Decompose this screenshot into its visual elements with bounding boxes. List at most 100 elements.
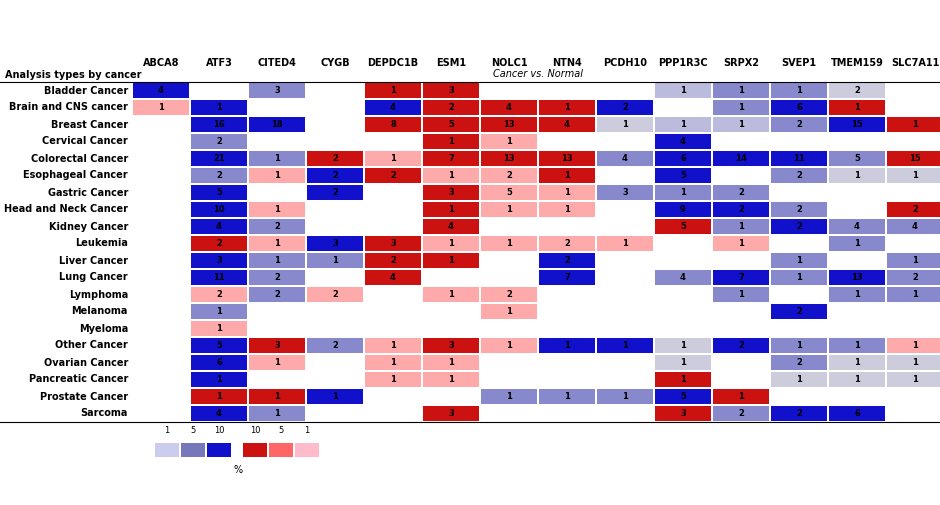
- Text: 5: 5: [216, 188, 222, 197]
- Bar: [423, 168, 479, 183]
- Text: 7: 7: [564, 273, 570, 282]
- Text: 1: 1: [738, 239, 744, 248]
- Text: 4: 4: [448, 222, 454, 231]
- Bar: [713, 236, 769, 251]
- Bar: [307, 253, 363, 268]
- Text: ATF3: ATF3: [206, 58, 232, 68]
- Text: 2: 2: [274, 290, 280, 299]
- Text: Kidney Cancer: Kidney Cancer: [49, 222, 128, 231]
- Text: CITED4: CITED4: [258, 58, 296, 68]
- Bar: [307, 287, 363, 302]
- Bar: [481, 100, 537, 115]
- Text: Bladder Cancer: Bladder Cancer: [44, 85, 128, 95]
- Bar: [771, 168, 827, 183]
- Bar: [887, 253, 940, 268]
- Text: Cervical Cancer: Cervical Cancer: [42, 136, 128, 146]
- Text: Analysis types by cancer: Analysis types by cancer: [5, 70, 142, 80]
- Bar: [887, 117, 940, 132]
- Bar: [191, 287, 247, 302]
- Text: 1: 1: [274, 358, 280, 367]
- Text: 2: 2: [564, 256, 570, 265]
- Text: 15: 15: [909, 154, 921, 163]
- Bar: [597, 117, 653, 132]
- Text: 2: 2: [796, 222, 802, 231]
- Bar: [771, 117, 827, 132]
- Bar: [771, 202, 827, 217]
- Bar: [191, 406, 247, 421]
- Text: 7: 7: [448, 154, 454, 163]
- Text: 2: 2: [738, 341, 744, 350]
- Text: 1: 1: [854, 171, 860, 180]
- Text: NOLC1: NOLC1: [491, 58, 527, 68]
- Bar: [365, 338, 421, 353]
- Text: 7: 7: [738, 273, 744, 282]
- Bar: [423, 406, 479, 421]
- Text: 21: 21: [213, 154, 225, 163]
- Text: 2: 2: [912, 273, 918, 282]
- Text: 1: 1: [448, 137, 454, 146]
- Bar: [423, 338, 479, 353]
- Bar: [713, 406, 769, 421]
- Bar: [423, 83, 479, 98]
- Bar: [191, 355, 247, 370]
- Text: 1: 1: [912, 171, 918, 180]
- Text: 1: 1: [216, 103, 222, 112]
- Bar: [249, 83, 305, 98]
- Bar: [365, 100, 421, 115]
- Text: 2: 2: [796, 358, 802, 367]
- Text: 1: 1: [622, 120, 628, 129]
- Text: 18: 18: [271, 120, 283, 129]
- Bar: [539, 253, 595, 268]
- Text: 1: 1: [564, 392, 570, 401]
- Text: 9: 9: [681, 205, 686, 214]
- Text: 1: 1: [854, 341, 860, 350]
- Bar: [829, 236, 885, 251]
- Text: 5: 5: [680, 171, 686, 180]
- Bar: [771, 219, 827, 234]
- Bar: [249, 236, 305, 251]
- Text: Brain and CNS cancer: Brain and CNS cancer: [9, 103, 128, 113]
- Bar: [771, 100, 827, 115]
- Bar: [249, 270, 305, 285]
- Text: 4: 4: [390, 103, 396, 112]
- Text: Lymphoma: Lymphoma: [69, 289, 128, 299]
- Bar: [191, 134, 247, 149]
- Text: Lung Cancer: Lung Cancer: [59, 273, 128, 282]
- Text: 1: 1: [506, 341, 512, 350]
- Bar: [655, 202, 711, 217]
- Text: 1: 1: [796, 256, 802, 265]
- Text: 1: 1: [680, 188, 686, 197]
- Bar: [191, 117, 247, 132]
- Text: ABCA8: ABCA8: [143, 58, 180, 68]
- Bar: [191, 236, 247, 251]
- Text: 13: 13: [852, 273, 863, 282]
- Bar: [713, 151, 769, 166]
- Bar: [307, 236, 363, 251]
- Text: 1: 1: [738, 120, 744, 129]
- Text: 1: 1: [680, 120, 686, 129]
- Bar: [539, 270, 595, 285]
- Bar: [191, 321, 247, 336]
- Bar: [481, 117, 537, 132]
- Bar: [249, 338, 305, 353]
- Bar: [597, 100, 653, 115]
- Bar: [155, 443, 179, 457]
- Text: 5: 5: [191, 426, 196, 435]
- Text: 1: 1: [738, 86, 744, 95]
- Bar: [365, 117, 421, 132]
- Bar: [771, 151, 827, 166]
- Text: 13: 13: [561, 154, 572, 163]
- Text: SVEP1: SVEP1: [781, 58, 817, 68]
- Bar: [829, 406, 885, 421]
- Bar: [249, 151, 305, 166]
- Bar: [597, 151, 653, 166]
- Bar: [829, 117, 885, 132]
- Bar: [655, 168, 711, 183]
- Bar: [191, 202, 247, 217]
- Text: 6: 6: [216, 358, 222, 367]
- Text: 1: 1: [448, 256, 454, 265]
- Text: 4: 4: [854, 222, 860, 231]
- Text: PPP1R3C: PPP1R3C: [658, 58, 708, 68]
- Bar: [191, 338, 247, 353]
- Text: 2: 2: [216, 137, 222, 146]
